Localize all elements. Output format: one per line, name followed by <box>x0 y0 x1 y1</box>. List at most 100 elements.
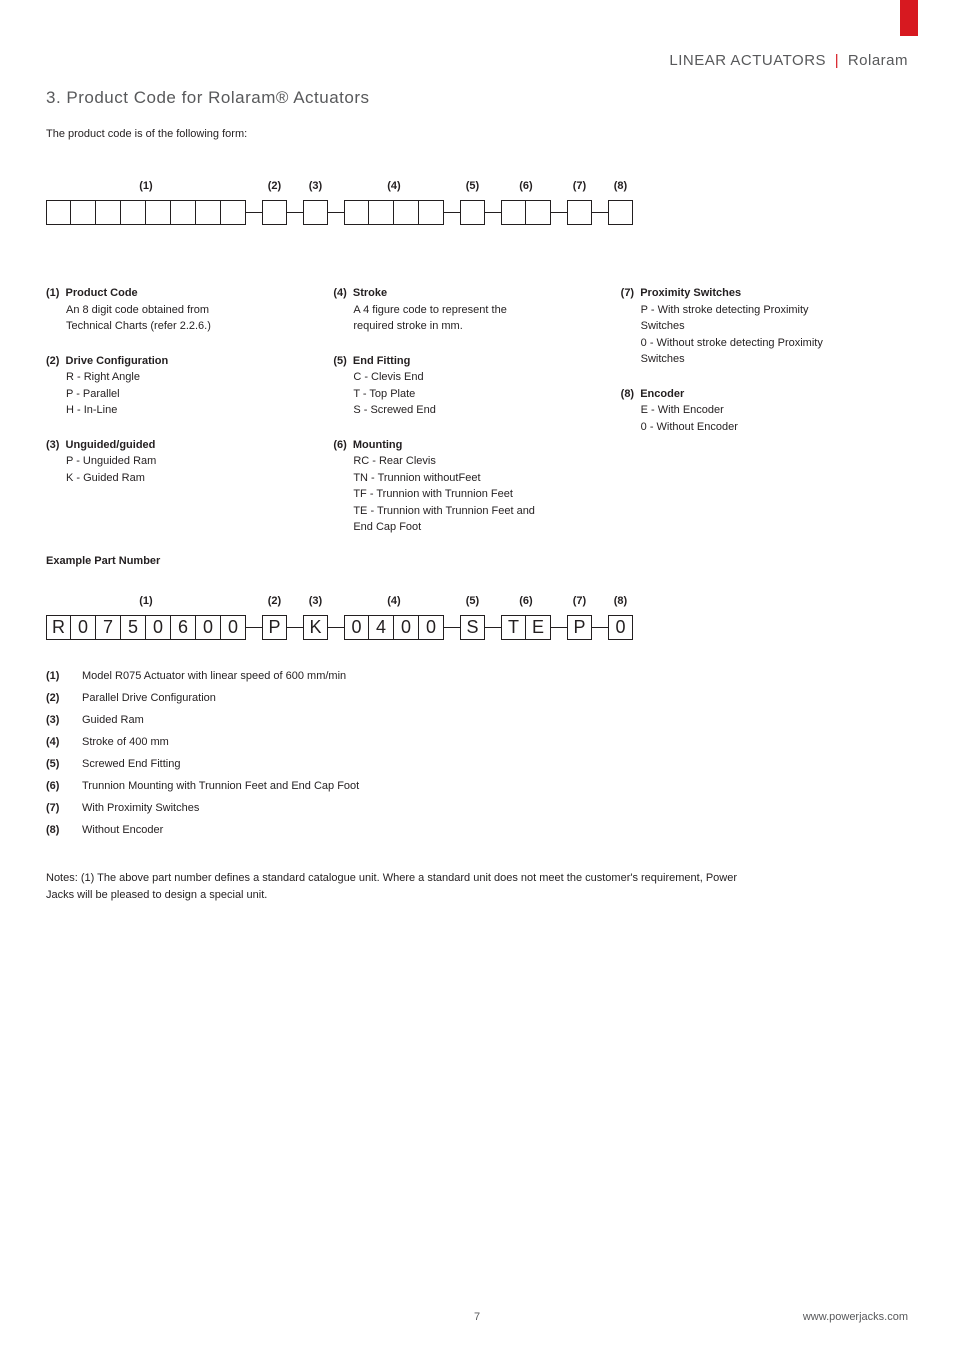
legend-item: (2) Drive ConfigurationR - Right AngleP … <box>46 353 313 419</box>
legend-item: (8) EncoderE - With Encoder0 - Without E… <box>621 386 888 436</box>
code-box <box>121 200 146 225</box>
example-legend-row: (6)Trunnion Mounting with Trunnion Feet … <box>46 775 359 797</box>
group-label: (5) <box>460 180 485 192</box>
group-label: (3) <box>303 180 328 192</box>
dash <box>287 212 303 213</box>
legend-item: (6) MountingRC - Rear ClevisTN - Trunnio… <box>333 437 600 536</box>
code-box <box>146 200 171 225</box>
code-box: R <box>46 615 71 640</box>
code-box <box>460 200 485 225</box>
dash <box>246 627 262 628</box>
code-box <box>71 200 96 225</box>
header-red-tab <box>900 0 918 36</box>
group-label: (1) <box>46 180 246 192</box>
header-divider: | <box>835 52 839 69</box>
code-box: 0 <box>419 615 444 640</box>
footer-page-number: 7 <box>474 1311 480 1323</box>
code-box: E <box>526 615 551 640</box>
intro-text: The product code is of the following for… <box>46 128 247 140</box>
group-label: (7) <box>567 180 592 192</box>
notes: Notes: (1) The above part number defines… <box>46 870 746 903</box>
dash <box>246 212 262 213</box>
code-box: 0 <box>146 615 171 640</box>
dash <box>444 627 460 628</box>
code-box <box>344 200 369 225</box>
code-box: 0 <box>608 615 633 640</box>
legend-item: (1) Product CodeAn 8 digit code obtained… <box>46 285 313 335</box>
group-label: (4) <box>344 595 444 607</box>
code-box <box>262 200 287 225</box>
code-box <box>369 200 394 225</box>
header-category: LINEAR ACTUATORS <box>669 52 826 69</box>
code-box <box>394 200 419 225</box>
code-box <box>221 200 246 225</box>
code-box: 0 <box>344 615 369 640</box>
group-label: (8) <box>608 595 633 607</box>
code-box: 0 <box>196 615 221 640</box>
group-label: (1) <box>46 595 246 607</box>
code-box <box>526 200 551 225</box>
dash <box>444 212 460 213</box>
example-legend-row: (2)Parallel Drive Configuration <box>46 687 359 709</box>
code-template: (1) (2) (3) (4) (5) (6) (7) (8) <box>46 180 633 225</box>
legend-item: (4) StrokeA 4 figure code to represent t… <box>333 285 600 335</box>
code-box <box>419 200 444 225</box>
code-box: 0 <box>221 615 246 640</box>
legend-item: (7) Proximity SwitchesP - With stroke de… <box>621 285 888 368</box>
example-legend-row: (1)Model R075 Actuator with linear speed… <box>46 665 359 687</box>
legend-item: (3) Unguided/guidedP - Unguided RamK - G… <box>46 437 313 487</box>
group-label: (6) <box>501 180 551 192</box>
group-label: (2) <box>262 595 287 607</box>
example-legend-row: (8)Without Encoder <box>46 819 359 841</box>
group-label: (3) <box>303 595 328 607</box>
dash <box>592 212 608 213</box>
example-legend-row: (4)Stroke of 400 mm <box>46 731 359 753</box>
code-box <box>171 200 196 225</box>
legend-item: (5) End FittingC - Clevis EndT - Top Pla… <box>333 353 600 419</box>
group-label: (7) <box>567 595 592 607</box>
example-legend-row: (5)Screwed End Fitting <box>46 753 359 775</box>
dash <box>551 627 567 628</box>
code-box <box>608 200 633 225</box>
code-box: 0 <box>71 615 96 640</box>
example-legend-row: (7)With Proximity Switches <box>46 797 359 819</box>
example-title: Example Part Number <box>46 555 160 567</box>
group-label: (8) <box>608 180 633 192</box>
code-box: 7 <box>96 615 121 640</box>
code-box: K <box>303 615 328 640</box>
dash <box>551 212 567 213</box>
dash <box>485 212 501 213</box>
code-box: T <box>501 615 526 640</box>
dash <box>592 627 608 628</box>
code-box: P <box>262 615 287 640</box>
code-box: 5 <box>121 615 146 640</box>
code-box: S <box>460 615 485 640</box>
footer-url: www.powerjacks.com <box>803 1311 908 1323</box>
code-box: 4 <box>369 615 394 640</box>
dash <box>287 627 303 628</box>
legend: (1) Product CodeAn 8 digit code obtained… <box>46 285 908 554</box>
code-box: 0 <box>394 615 419 640</box>
section-title: 3. Product Code for Rolaram® Actuators <box>46 88 370 108</box>
example-legend-row: (3)Guided Ram <box>46 709 359 731</box>
group-label: (2) <box>262 180 287 192</box>
example-code: (1)(2)(3)(4)(5)(6)(7)(8) R0750600PK0400S… <box>46 595 633 640</box>
legend-col-2: (4) StrokeA 4 figure code to represent t… <box>333 285 620 554</box>
legend-col-3: (7) Proximity SwitchesP - With stroke de… <box>621 285 908 554</box>
dash <box>485 627 501 628</box>
dash <box>328 627 344 628</box>
example-legend: (1)Model R075 Actuator with linear speed… <box>46 665 359 841</box>
page-header: LINEAR ACTUATORS | Rolaram <box>669 52 908 69</box>
group-label: (4) <box>344 180 444 192</box>
code-box <box>501 200 526 225</box>
code-box <box>46 200 71 225</box>
code-box <box>96 200 121 225</box>
code-box <box>303 200 328 225</box>
dash <box>328 212 344 213</box>
legend-col-1: (1) Product CodeAn 8 digit code obtained… <box>46 285 333 554</box>
code-box: P <box>567 615 592 640</box>
header-product: Rolaram <box>848 52 908 69</box>
group-label: (6) <box>501 595 551 607</box>
code-box <box>196 200 221 225</box>
group-label: (5) <box>460 595 485 607</box>
